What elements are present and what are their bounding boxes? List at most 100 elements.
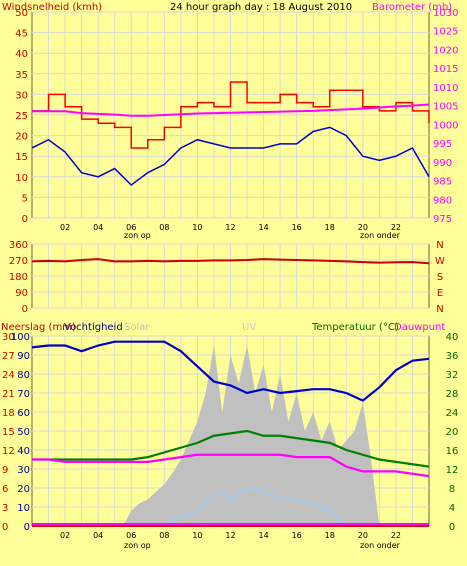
wind-axis-label: Windsnelheid (kmh)	[2, 2, 102, 13]
hour-tick-label: 16	[292, 223, 302, 232]
hour-tick-label: 14	[258, 531, 268, 540]
series-line-1	[32, 429, 430, 468]
compass-letter: N	[436, 304, 443, 315]
hour-tick-label: 02	[60, 223, 70, 232]
hour-tick-label: 20	[358, 531, 368, 540]
temperature-tick-label: 24	[446, 408, 459, 419]
rain-tick-label: 24	[2, 370, 15, 381]
wind-panel-lines	[31, 81, 430, 187]
uv-label: UV	[242, 322, 256, 333]
hour-tick-label: 18	[325, 223, 335, 232]
dewpoint-label: Dauwpunt	[394, 322, 445, 333]
rain-tick-label: 21	[2, 389, 15, 400]
hour-tick-label: 16	[292, 531, 302, 540]
hour-tick-label: 20	[358, 223, 368, 232]
series-line-2	[32, 453, 430, 478]
temperature-tick-label: 8	[449, 484, 455, 495]
rain-tick-label: 15	[2, 427, 15, 438]
rain-tick-label: 27	[2, 351, 15, 362]
hour-tick-label: 02	[60, 531, 70, 540]
direction-left-ticks: 0 90 180 270 360	[9, 240, 28, 315]
hour-tick-label: 22	[391, 531, 401, 540]
wind-tick-label: 25	[15, 111, 28, 122]
barometer-tick-label: 1000	[433, 120, 458, 131]
hour-tick-label: 22	[391, 223, 401, 232]
temperature-tick-label: 0	[449, 522, 455, 533]
direction-tick-label: 90	[15, 288, 28, 299]
humidity-tick-label: 30	[17, 465, 30, 476]
rain-tick-label: 3	[2, 503, 8, 514]
humidity-tick-label: 10	[17, 503, 30, 514]
rain-tick-label: 0	[2, 522, 8, 533]
direction-line	[31, 258, 430, 265]
barometer-tick-label: 1015	[433, 64, 458, 75]
hour-tick-label: 12	[225, 223, 235, 232]
humidity-tick-label: 90	[17, 351, 30, 362]
humidity-panel-lines	[31, 340, 430, 527]
barometer-tick-label: 995	[433, 139, 452, 150]
barometer-tick-label: 975	[433, 214, 452, 225]
wind-panel-grid	[32, 11, 429, 219]
direction-panel-lines	[31, 258, 430, 265]
humidity-tick-label: 0	[24, 522, 30, 533]
barometer-tick-label: 1030	[433, 8, 458, 19]
compass-letter: W	[435, 256, 445, 267]
barometer-tick-label: 1025	[433, 27, 458, 38]
wind-tick-label: 20	[15, 132, 28, 143]
wind-tick-label: 10	[15, 173, 28, 184]
hour-tick-label: 10	[192, 531, 202, 540]
compass-letter: E	[437, 288, 443, 299]
temperature-tick-label: 16	[446, 446, 459, 457]
hour-tick-label: 08	[159, 223, 169, 232]
direction-tick-label: 270	[9, 256, 28, 267]
hour-tick-label: 04	[93, 223, 103, 232]
rain-tick-label: 18	[2, 408, 15, 419]
humidity-tick-label: 100	[11, 332, 30, 343]
rain-tick-label: 12	[2, 446, 15, 457]
temperature-tick-label: 12	[446, 465, 459, 476]
hour-tick-label: 12	[225, 531, 235, 540]
barometer-axis-label: Barometer (mb)	[372, 2, 452, 13]
wind-x-ticks: 02 04 06 08 10 12 14 16 18 20 22	[60, 223, 401, 232]
temperature-label: Temperatuur (°C)	[311, 322, 399, 333]
wind-tick-label: 35	[15, 70, 28, 81]
rain-left-ticks: 0 3 6 9 12 15 18 21 24 27 30	[2, 332, 15, 533]
series-line-0	[31, 340, 430, 402]
rain-tick-label: 6	[2, 484, 8, 495]
temperature-tick-label: 40	[446, 332, 459, 343]
wind-tick-label: 45	[15, 29, 28, 40]
temperature-tick-label: 36	[446, 351, 459, 362]
barometer-tick-label: 1005	[433, 102, 458, 113]
wind-tick-label: 40	[15, 49, 28, 60]
wind-tick-label: 30	[15, 90, 28, 101]
humidity-tick-label: 70	[17, 389, 30, 400]
wind-tick-label: 50	[15, 8, 28, 19]
sunset-label-bottom: zon onder	[360, 541, 401, 550]
hour-tick-label: 10	[192, 223, 202, 232]
direction-tick-label: 360	[9, 240, 28, 251]
series-line-0	[32, 81, 430, 149]
wind-left-ticks: 0 5 10 15 20 25 30 35 40 45 50	[15, 8, 28, 225]
hour-tick-label: 08	[159, 531, 169, 540]
rain-label: Neerslag (mm)	[1, 322, 76, 333]
direction-tick-label: 180	[9, 272, 28, 283]
sunrise-label-top: zon op	[124, 231, 151, 240]
temperature-tick-label: 20	[446, 427, 459, 438]
humidity-x-ticks: 02 04 06 08 10 12 14 16 18 20 22	[60, 531, 401, 540]
barometer-tick-label: 985	[433, 177, 452, 188]
barometer-tick-label: 980	[433, 195, 452, 206]
humidity-tick-label: 40	[17, 446, 30, 457]
humidity-tick-label: 20	[17, 484, 30, 495]
temperature-tick-label: 32	[446, 370, 459, 381]
wind-tick-label: 15	[15, 152, 28, 163]
hour-tick-label: 04	[93, 531, 103, 540]
humidity-tick-label: 50	[17, 427, 30, 438]
barometer-tick-label: 1010	[433, 83, 458, 94]
sunset-label-top: zon onder	[360, 231, 401, 240]
compass-letter: S	[437, 272, 443, 283]
direction-tick-label: 0	[22, 304, 28, 315]
sunrise-label-bottom: zon op	[124, 541, 151, 550]
chart-title: 24 hour graph day : 18 August 2010	[170, 2, 352, 13]
